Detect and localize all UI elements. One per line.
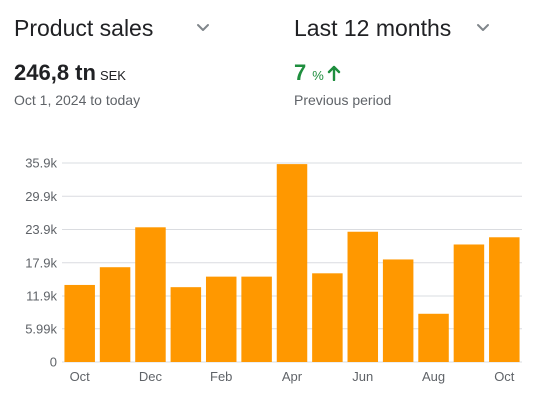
bar-aug-10[interactable] [418, 313, 449, 362]
bar-feb-4[interactable] [205, 276, 237, 362]
bar-mar-5[interactable] [241, 276, 272, 362]
sales-total-row: 246,8 tn SEK [14, 60, 140, 86]
bar-dec-2[interactable] [135, 227, 166, 362]
bar-apr-6[interactable] [276, 164, 308, 362]
bar-jan-3[interactable] [170, 287, 202, 362]
arrow-up-icon [327, 65, 341, 82]
bar-nov-1[interactable] [99, 267, 131, 362]
bar-may-7[interactable] [312, 273, 343, 362]
x-tick-label: Oct [70, 369, 91, 384]
x-tick-label: Dec [139, 369, 163, 384]
chevron-down-icon[interactable] [473, 18, 493, 38]
x-tick-label: Aug [422, 369, 445, 384]
x-tick-label: Feb [210, 369, 232, 384]
change-summary: 7% Previous period [294, 60, 391, 108]
change-value: 7 [294, 60, 307, 85]
x-tick-label: Oct [494, 369, 515, 384]
y-tick-label: 11.9k [26, 289, 57, 304]
y-tick-label: 0 [50, 355, 57, 370]
metric-dropdown[interactable]: Product sales [14, 12, 213, 44]
y-tick-label: 35.9k [25, 156, 57, 171]
change-unit: % [312, 68, 324, 83]
period-dropdown-label: Last 12 months [294, 15, 452, 41]
x-tick-label: Jun [352, 369, 373, 384]
y-tick-label: 29.9k [25, 189, 57, 204]
date-range-label: Oct 1, 2024 to today [14, 92, 141, 108]
bar-oct-0[interactable] [64, 284, 95, 362]
bar-jul-9[interactable] [382, 259, 414, 362]
currency-label: SEK [99, 68, 126, 83]
bar-oct-12[interactable] [489, 237, 520, 362]
sales-total-value: 246,8 tn [14, 60, 96, 85]
sales-bar-chart: 0 5.99k 11.9k 17.9k 23.9k 29.9k 35.9k Oct Dec Feb… [25, 156, 522, 384]
period-dropdown[interactable]: Last 12 months [294, 12, 493, 44]
previous-period-label: Previous period [294, 92, 392, 108]
change-row: 7% [294, 60, 391, 86]
y-tick-label: 17.9k [25, 255, 57, 270]
chevron-down-icon[interactable] [193, 18, 213, 38]
bar-jun-8[interactable] [347, 231, 379, 362]
bar-sep-11[interactable] [453, 244, 485, 362]
sales-summary: 246,8 tn SEK Oct 1, 2024 to today [14, 60, 140, 108]
metric-dropdown-label: Product sales [14, 15, 154, 41]
x-tick-label: Apr [282, 369, 303, 384]
y-tick-label: 23.9k [25, 222, 57, 237]
y-tick-label: 5.99k [25, 321, 57, 336]
